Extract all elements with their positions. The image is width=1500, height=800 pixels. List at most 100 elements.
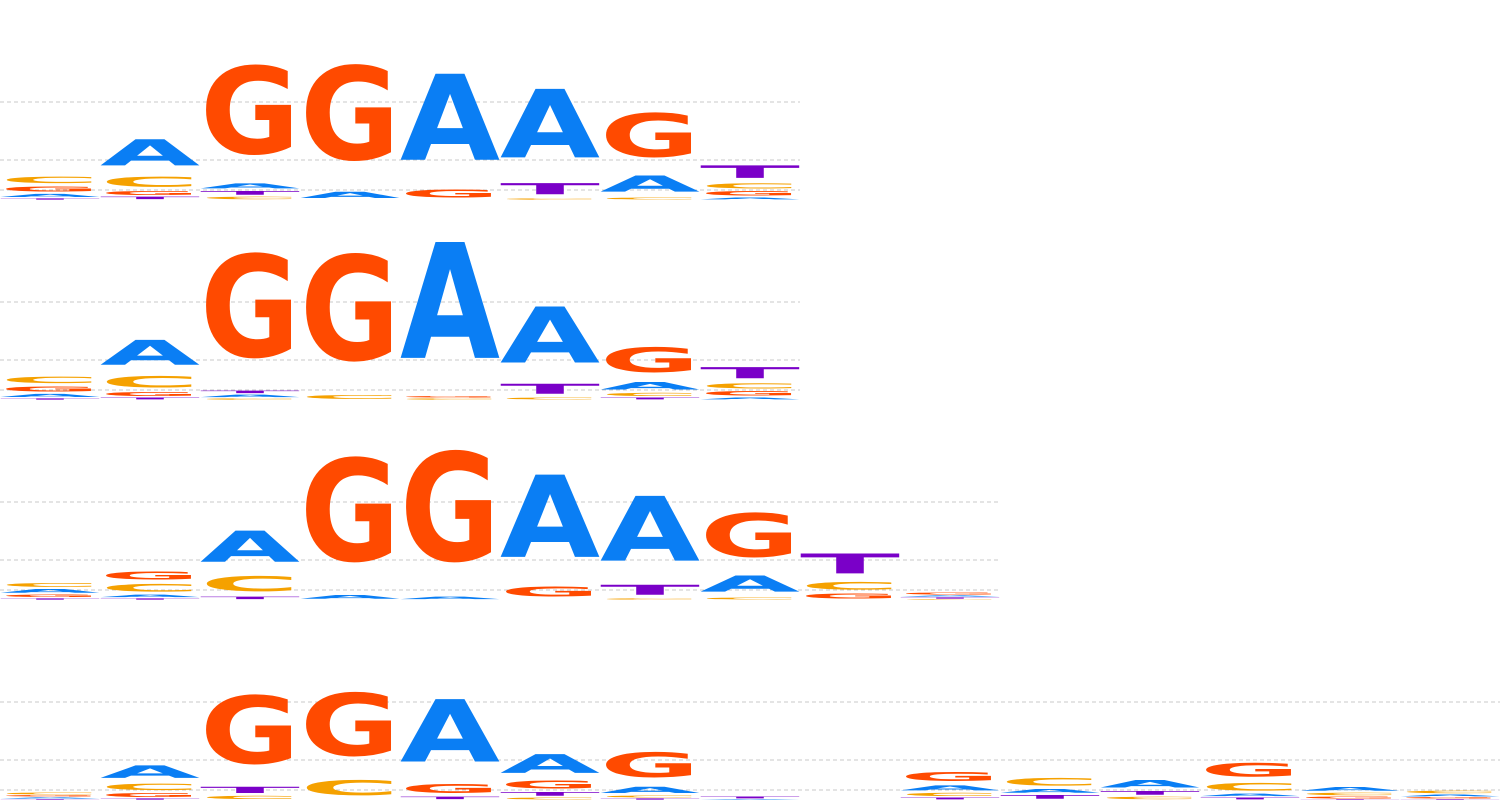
logo-letter-c: C — [1000, 776, 1100, 788]
logo-letter-c: C — [0, 375, 100, 385]
logo-letter-g: G — [500, 779, 600, 791]
logo-letter-c: C — [500, 397, 600, 400]
logo-letter-c: C — [300, 776, 400, 800]
logo-letter-c: C — [400, 398, 500, 400]
logo-letter-a: A — [100, 132, 200, 174]
logo-letter-a: A — [600, 171, 700, 197]
logo-letter-g: G — [1300, 796, 1400, 799]
logo-letter-g: G — [100, 391, 200, 397]
logo-letter-a: A — [100, 594, 200, 598]
logo-letter-c: C — [100, 582, 200, 594]
logo-letter-g: G — [1400, 797, 1500, 799]
logo-letter-a: A — [500, 749, 600, 779]
logo-letter-g: G — [400, 396, 500, 398]
logo-letter-g: G — [0, 385, 100, 393]
logo-letter-t: T — [100, 598, 200, 600]
logo-letter-g: G — [800, 592, 900, 600]
logo-letter-a: A — [0, 797, 100, 799]
logo-letter-a: A — [400, 682, 500, 782]
logo-letter-g: G — [600, 101, 700, 171]
logo-letter-c: C — [700, 597, 800, 600]
logo-letter-t: T — [1200, 797, 1300, 800]
logo-letter-g: G — [0, 795, 100, 797]
logo-letter-a: A — [300, 190, 400, 200]
logo-letter-g: G — [300, 676, 400, 776]
logo-letter-c: C — [1300, 792, 1400, 796]
logo-letter-t: T — [100, 798, 200, 800]
logo-letter-a: A — [1100, 778, 1200, 790]
logo-letter-c: C — [1100, 796, 1200, 800]
logo-letter-g: G — [400, 424, 500, 597]
logo-letter-c: C — [200, 572, 300, 596]
logo-letter-g: G — [300, 430, 400, 593]
logo-letter-a: A — [400, 212, 500, 396]
logo-letter-t: T — [0, 598, 100, 600]
logo-letter-g: G — [700, 390, 800, 397]
logo-letter-t: T — [100, 397, 200, 400]
logo-letter-c: C — [1200, 781, 1300, 793]
logo-letter-a: A — [600, 785, 700, 795]
logo-letter-c: C — [500, 198, 600, 200]
logo-letter-g: G — [200, 226, 300, 389]
logo-letter-c: C — [600, 392, 700, 397]
logo-letter-c: C — [600, 598, 700, 600]
logo-letter-g: G — [700, 501, 800, 571]
logo-letter-t: T — [1000, 794, 1100, 800]
logo-letter-t: T — [800, 548, 900, 580]
logo-letter-t: T — [200, 596, 300, 600]
logo-letter-c: C — [600, 795, 700, 798]
logo-letter-a: A — [1200, 793, 1300, 797]
logo-letter-t: T — [200, 190, 300, 196]
logo-letter-t: T — [500, 180, 600, 198]
logo-letter-t: T — [200, 785, 300, 795]
logo-letter-a: A — [600, 479, 700, 582]
logo-letter-t: T — [600, 798, 700, 800]
logo-letter-t: T — [600, 582, 700, 598]
logo-letter-t: T — [0, 198, 100, 200]
logo-letter-a: A — [900, 784, 1000, 792]
logo-letter-g: G — [400, 188, 500, 200]
logo-letter-a: A — [100, 762, 200, 782]
logo-letter-a: A — [1400, 794, 1500, 797]
logo-letter-c: C — [0, 792, 100, 795]
logo-letter-t: T — [900, 597, 1000, 599]
logo-letter-t: T — [400, 796, 500, 800]
logo-letter-g: G — [400, 782, 500, 796]
logo-letter-a: A — [200, 522, 300, 572]
logo-letter-g: G — [600, 745, 700, 785]
logo-letter-a: A — [0, 588, 100, 594]
logo-letter-a: A — [500, 452, 600, 584]
logo-letter-a: A — [700, 799, 800, 800]
logo-letter-a: A — [1300, 786, 1400, 792]
logo-letter-c: C — [900, 792, 1000, 797]
logo-letter-a: A — [400, 596, 500, 600]
logo-letter-t: T — [700, 162, 800, 182]
logo-letter-a: A — [0, 193, 100, 198]
logo-letter-c: C — [200, 196, 300, 200]
logo-letter-c: C — [0, 582, 100, 588]
logo-letter-g: G — [200, 678, 300, 785]
logo-letter-c: C — [100, 782, 200, 792]
logo-letter-a: A — [200, 182, 300, 190]
logo-letter-t: T — [500, 381, 600, 397]
logo-letter-t: T — [100, 196, 200, 200]
logo-letter-a: A — [300, 594, 400, 600]
logo-letter-a: A — [100, 333, 200, 373]
logo-letter-g: G — [1200, 759, 1300, 781]
logo-letter-a: A — [400, 51, 500, 188]
motif-logo-4: TAGCTGCACTGCGTGACTGATCAGATTCAGTACCTATACG… — [0, 676, 1500, 800]
logo-letter-g: G — [100, 190, 200, 196]
logo-letter-c: C — [1400, 790, 1500, 794]
logo-letter-c: C — [100, 373, 200, 391]
logo-letter-t: T — [0, 398, 100, 400]
logo-letter-a: A — [500, 70, 600, 180]
logo-letter-a: A — [0, 393, 100, 398]
logo-letter-a: A — [700, 571, 800, 597]
logo-letter-t: T — [700, 796, 800, 799]
logo-letter-a: A — [600, 380, 700, 392]
logo-letter-g: G — [100, 570, 200, 582]
